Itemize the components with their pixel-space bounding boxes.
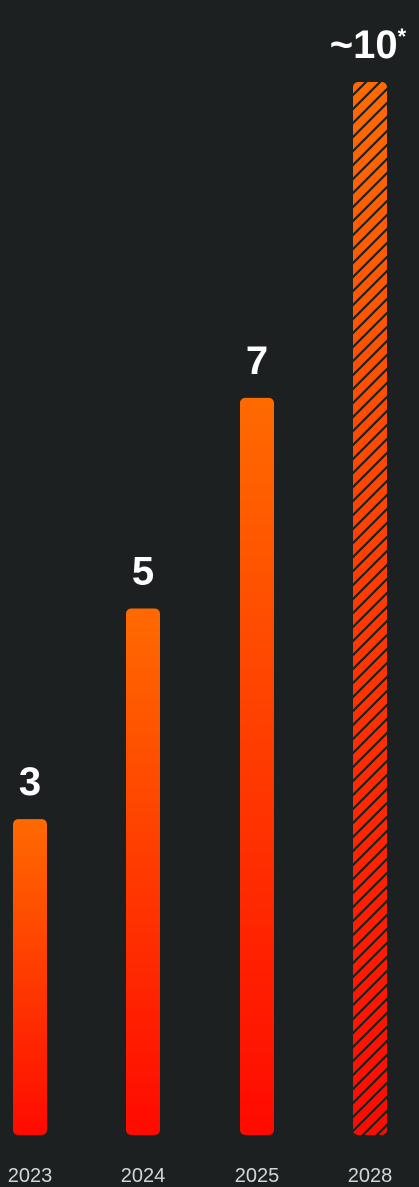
value-label-2028: ~10* (330, 23, 407, 67)
bar-hatch-2028 (353, 82, 387, 1135)
x-tick-2025: 2025 (235, 1165, 280, 1187)
bar-2025 (240, 397, 274, 1135)
projection-asterisk: * (398, 24, 407, 49)
value-label-2023: 3 (19, 760, 41, 804)
bar-2024 (126, 608, 160, 1135)
bar-2023 (13, 819, 47, 1135)
x-tick-2024: 2024 (121, 1165, 166, 1187)
bars-group: 3 2023 5 2024 7 2025 ~10* 2028 (8, 23, 407, 1187)
value-label-2025: 7 (246, 339, 268, 383)
x-tick-2028: 2028 (348, 1165, 393, 1187)
x-tick-2023: 2023 (8, 1165, 53, 1187)
value-label-2024: 5 (132, 550, 154, 594)
